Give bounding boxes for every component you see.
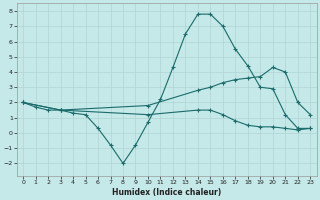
X-axis label: Humidex (Indice chaleur): Humidex (Indice chaleur) [112, 188, 221, 197]
